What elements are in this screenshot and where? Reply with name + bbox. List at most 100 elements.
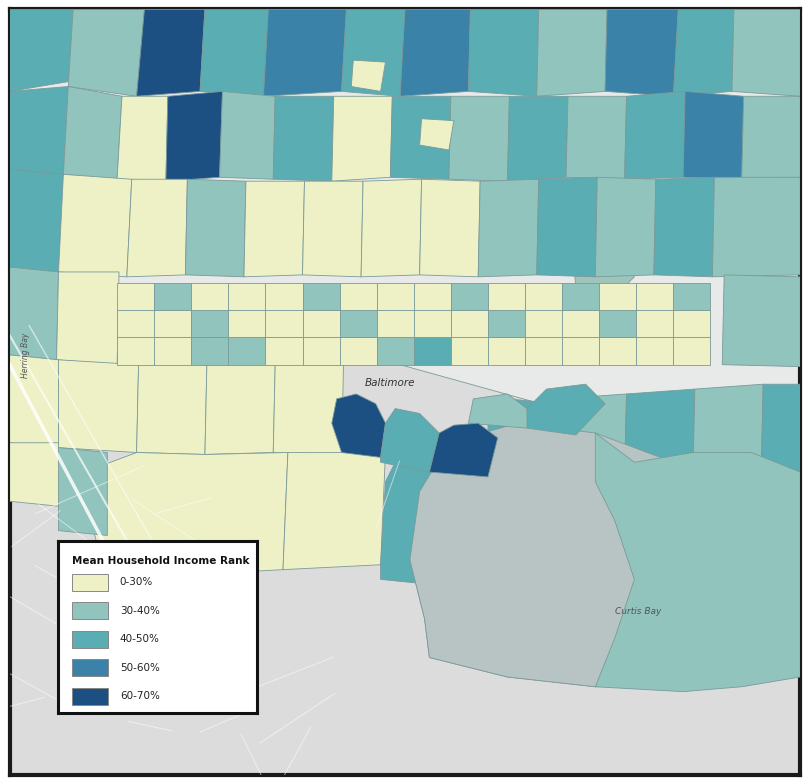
Text: Herring Bay: Herring Bay (21, 332, 31, 378)
Polygon shape (117, 96, 168, 181)
Polygon shape (87, 452, 288, 579)
Polygon shape (191, 337, 228, 365)
Polygon shape (10, 86, 68, 174)
Text: 30-40%: 30-40% (120, 606, 160, 615)
Polygon shape (191, 310, 228, 337)
Polygon shape (339, 283, 377, 310)
Text: 50-60%: 50-60% (120, 662, 160, 673)
Polygon shape (244, 181, 305, 277)
Text: Curtis Bay: Curtis Bay (615, 607, 661, 615)
Polygon shape (525, 337, 562, 365)
Polygon shape (508, 96, 568, 181)
Polygon shape (302, 310, 339, 337)
Polygon shape (573, 252, 634, 296)
Polygon shape (527, 384, 605, 435)
Polygon shape (377, 310, 414, 337)
Polygon shape (390, 96, 451, 180)
Polygon shape (273, 365, 343, 455)
Polygon shape (339, 310, 377, 337)
Polygon shape (599, 337, 637, 365)
Polygon shape (414, 337, 451, 365)
Polygon shape (332, 394, 386, 457)
Polygon shape (266, 310, 302, 337)
FancyBboxPatch shape (72, 574, 108, 591)
Polygon shape (562, 310, 599, 337)
Polygon shape (191, 283, 228, 310)
Polygon shape (283, 452, 386, 570)
Polygon shape (713, 177, 800, 277)
FancyBboxPatch shape (72, 659, 108, 677)
Polygon shape (302, 181, 363, 277)
Polygon shape (683, 92, 744, 180)
Polygon shape (381, 408, 439, 472)
Polygon shape (488, 399, 558, 477)
Polygon shape (595, 433, 800, 691)
Polygon shape (361, 180, 421, 277)
Polygon shape (117, 337, 154, 365)
Polygon shape (414, 310, 451, 337)
Polygon shape (562, 337, 599, 365)
Polygon shape (220, 92, 275, 180)
Polygon shape (488, 283, 525, 310)
Polygon shape (488, 310, 525, 337)
Polygon shape (352, 60, 386, 92)
Polygon shape (117, 310, 154, 337)
Polygon shape (410, 423, 771, 687)
Polygon shape (154, 283, 191, 310)
Polygon shape (673, 283, 710, 310)
Polygon shape (451, 337, 488, 365)
Polygon shape (637, 310, 673, 337)
Polygon shape (742, 96, 800, 180)
Polygon shape (637, 337, 673, 365)
Polygon shape (537, 9, 607, 96)
Polygon shape (200, 9, 268, 96)
Polygon shape (57, 272, 119, 365)
Polygon shape (525, 310, 562, 337)
Polygon shape (68, 9, 144, 96)
Polygon shape (468, 394, 527, 428)
Polygon shape (166, 92, 223, 181)
Polygon shape (266, 283, 302, 310)
Polygon shape (127, 180, 187, 277)
Polygon shape (228, 310, 266, 337)
Polygon shape (420, 118, 454, 150)
Polygon shape (263, 9, 347, 96)
Polygon shape (420, 180, 480, 277)
Polygon shape (377, 283, 414, 310)
Polygon shape (562, 283, 599, 310)
Polygon shape (693, 384, 763, 474)
Polygon shape (339, 337, 377, 365)
Polygon shape (400, 9, 471, 96)
Polygon shape (451, 283, 488, 310)
Polygon shape (637, 283, 673, 310)
Polygon shape (302, 283, 339, 310)
Polygon shape (468, 9, 539, 96)
Polygon shape (599, 310, 637, 337)
Polygon shape (332, 96, 392, 181)
Polygon shape (58, 360, 139, 452)
Polygon shape (205, 365, 275, 455)
Polygon shape (556, 394, 627, 474)
Polygon shape (185, 180, 246, 277)
Text: Baltimore: Baltimore (365, 378, 416, 388)
Polygon shape (654, 177, 714, 277)
Polygon shape (58, 448, 107, 535)
Polygon shape (605, 9, 678, 96)
Text: Arbutus: Arbutus (80, 553, 115, 562)
Polygon shape (625, 389, 695, 474)
Polygon shape (381, 463, 434, 584)
Polygon shape (137, 9, 205, 96)
Polygon shape (595, 177, 656, 277)
Polygon shape (429, 423, 497, 477)
Polygon shape (414, 283, 451, 310)
Polygon shape (732, 9, 800, 96)
Polygon shape (673, 310, 710, 337)
Polygon shape (449, 96, 509, 181)
Polygon shape (302, 337, 339, 365)
Polygon shape (10, 267, 58, 360)
Polygon shape (625, 92, 685, 180)
Polygon shape (451, 310, 488, 337)
FancyBboxPatch shape (72, 602, 108, 619)
Polygon shape (537, 177, 597, 277)
Text: 40-50%: 40-50% (120, 634, 160, 644)
